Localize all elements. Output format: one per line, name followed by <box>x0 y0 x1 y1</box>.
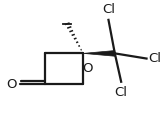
Text: Cl: Cl <box>102 3 115 16</box>
Text: Cl: Cl <box>115 86 128 99</box>
Text: O: O <box>83 62 93 75</box>
Polygon shape <box>83 51 115 56</box>
Text: Cl: Cl <box>148 52 161 65</box>
Text: O: O <box>7 78 17 91</box>
